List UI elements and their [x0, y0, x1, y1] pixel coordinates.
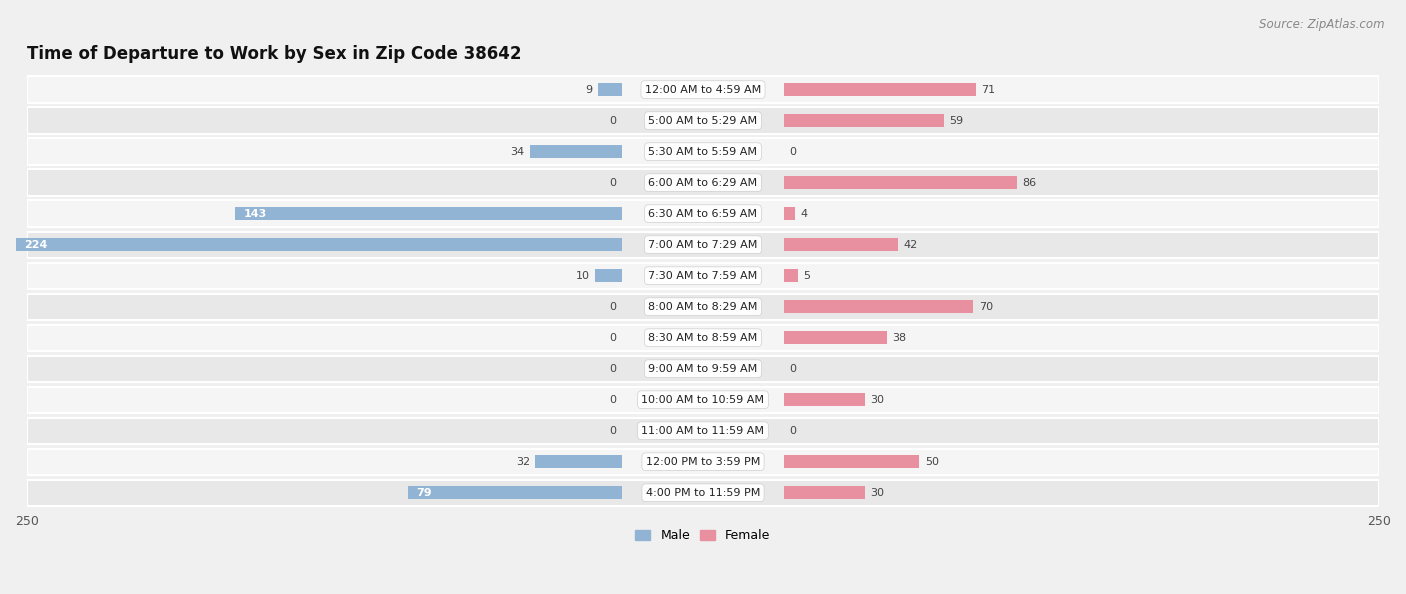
Bar	[27, 108, 1379, 134]
Text: 0: 0	[609, 178, 616, 188]
Text: 7:00 AM to 7:29 AM: 7:00 AM to 7:29 AM	[648, 240, 758, 249]
Text: 12:00 PM to 3:59 PM: 12:00 PM to 3:59 PM	[645, 457, 761, 467]
Bar	[595, 269, 621, 282]
Bar	[530, 145, 621, 158]
Bar	[27, 138, 1379, 165]
Text: 10: 10	[575, 271, 589, 281]
Text: 34: 34	[510, 147, 524, 157]
Text: 8:00 AM to 8:29 AM: 8:00 AM to 8:29 AM	[648, 302, 758, 312]
Bar	[27, 324, 1379, 351]
Text: 9: 9	[585, 84, 592, 94]
Bar	[27, 418, 1379, 444]
Text: 0: 0	[609, 364, 616, 374]
Text: 38: 38	[893, 333, 907, 343]
Text: 12:00 AM to 4:59 AM: 12:00 AM to 4:59 AM	[645, 84, 761, 94]
Text: 4: 4	[800, 208, 807, 219]
Bar	[785, 455, 920, 468]
Text: 71: 71	[981, 84, 995, 94]
Bar	[27, 201, 1379, 227]
Bar	[27, 169, 1379, 196]
Text: 50: 50	[925, 457, 939, 467]
Bar	[27, 77, 1379, 103]
Text: 4:00 PM to 11:59 PM: 4:00 PM to 11:59 PM	[645, 488, 761, 498]
Bar	[27, 387, 1379, 413]
Bar	[15, 238, 621, 251]
Text: 42: 42	[903, 240, 917, 249]
Text: 143: 143	[243, 208, 267, 219]
Text: 5:30 AM to 5:59 AM: 5:30 AM to 5:59 AM	[648, 147, 758, 157]
Text: 0: 0	[609, 426, 616, 436]
Text: 0: 0	[609, 116, 616, 126]
Text: 0: 0	[790, 426, 797, 436]
Text: 6:30 AM to 6:59 AM: 6:30 AM to 6:59 AM	[648, 208, 758, 219]
Text: 224: 224	[24, 240, 48, 249]
Text: 0: 0	[790, 147, 797, 157]
Bar	[785, 207, 794, 220]
Text: 79: 79	[416, 488, 432, 498]
Bar	[536, 455, 621, 468]
Text: 0: 0	[609, 333, 616, 343]
Bar	[27, 356, 1379, 382]
Bar	[785, 176, 1017, 189]
Bar	[785, 393, 865, 406]
Text: 6:00 AM to 6:29 AM: 6:00 AM to 6:29 AM	[648, 178, 758, 188]
Text: 86: 86	[1022, 178, 1036, 188]
Bar	[785, 486, 865, 500]
Text: 5:00 AM to 5:29 AM: 5:00 AM to 5:29 AM	[648, 116, 758, 126]
Bar	[27, 479, 1379, 506]
Text: 70: 70	[979, 302, 993, 312]
Bar	[785, 83, 976, 96]
Bar	[785, 114, 943, 127]
Bar	[598, 83, 621, 96]
Bar	[785, 238, 897, 251]
Bar	[785, 269, 797, 282]
Text: 11:00 AM to 11:59 AM: 11:00 AM to 11:59 AM	[641, 426, 765, 436]
Legend: Male, Female: Male, Female	[630, 525, 776, 547]
Bar	[27, 448, 1379, 475]
Text: 30: 30	[870, 395, 884, 405]
Bar	[408, 486, 621, 500]
Text: 8:30 AM to 8:59 AM: 8:30 AM to 8:59 AM	[648, 333, 758, 343]
Bar	[27, 232, 1379, 258]
Text: 32: 32	[516, 457, 530, 467]
Bar	[27, 263, 1379, 289]
Bar	[27, 293, 1379, 320]
Text: Time of Departure to Work by Sex in Zip Code 38642: Time of Departure to Work by Sex in Zip …	[27, 45, 522, 63]
Bar	[785, 300, 973, 313]
Text: 30: 30	[870, 488, 884, 498]
Text: 0: 0	[609, 395, 616, 405]
Text: 0: 0	[790, 364, 797, 374]
Text: 5: 5	[803, 271, 810, 281]
Text: 59: 59	[949, 116, 963, 126]
Bar	[785, 331, 887, 345]
Text: 0: 0	[609, 302, 616, 312]
Text: 9:00 AM to 9:59 AM: 9:00 AM to 9:59 AM	[648, 364, 758, 374]
Bar	[235, 207, 621, 220]
Text: 7:30 AM to 7:59 AM: 7:30 AM to 7:59 AM	[648, 271, 758, 281]
Text: 10:00 AM to 10:59 AM: 10:00 AM to 10:59 AM	[641, 395, 765, 405]
Text: Source: ZipAtlas.com: Source: ZipAtlas.com	[1260, 18, 1385, 31]
